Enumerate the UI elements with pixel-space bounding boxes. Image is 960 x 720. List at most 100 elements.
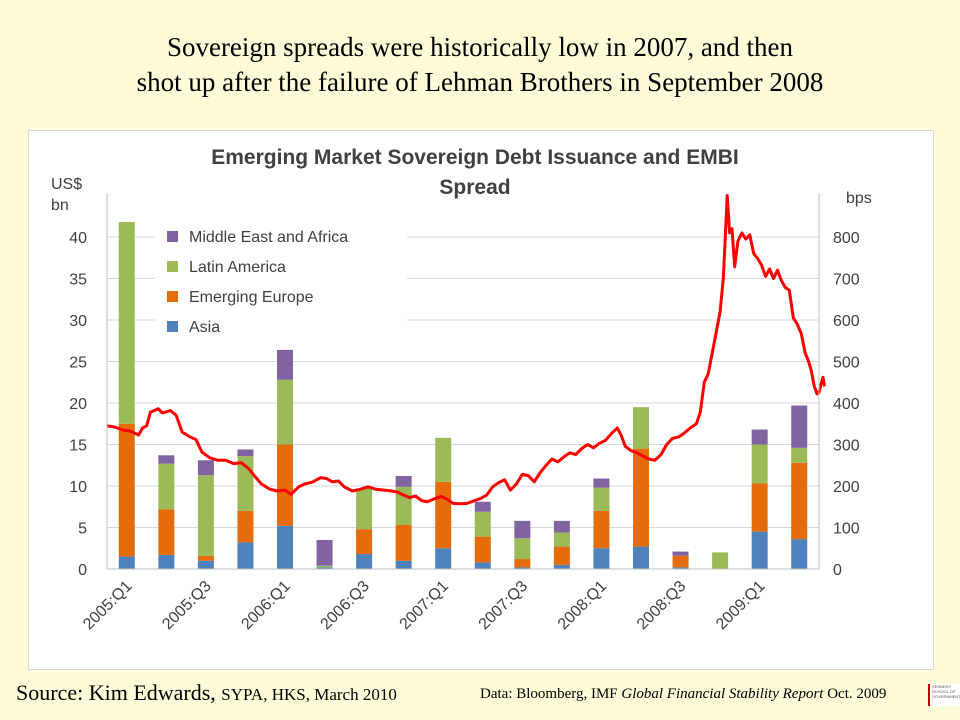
school-logo: KENNEDY SCHOOL OF GOVERNMENT xyxy=(928,684,960,706)
bar-segment xyxy=(356,554,373,569)
bar-segment xyxy=(553,546,570,565)
bar-segment xyxy=(316,567,333,569)
bar-segment xyxy=(474,562,491,569)
bar-segment xyxy=(672,555,689,568)
bar-segment xyxy=(751,429,768,445)
y-left-tick-label: 15 xyxy=(69,438,87,455)
bar-segment xyxy=(395,560,412,569)
bar-segment xyxy=(751,444,768,484)
bar-segment xyxy=(474,511,491,537)
chart-title-line-2: Spread xyxy=(439,176,510,199)
bar-segment xyxy=(474,501,491,512)
bar-segment xyxy=(553,532,570,547)
y-left-tick-label: 35 xyxy=(69,272,87,289)
bar-segment xyxy=(435,437,452,482)
bar-segment xyxy=(791,447,808,463)
bar-segment xyxy=(158,554,175,569)
bar-segment xyxy=(395,525,412,561)
bar-segment xyxy=(712,552,729,569)
bar-segment xyxy=(553,564,570,569)
data-credit-report: Global Financial Stability Report xyxy=(621,686,824,702)
bar-segment xyxy=(593,487,610,511)
legend-swatch xyxy=(167,261,178,272)
bar-segment xyxy=(633,546,649,569)
logo-text: KENNEDY SCHOOL OF GOVERNMENT xyxy=(932,684,960,699)
y-right-tick-label: 700 xyxy=(833,272,860,289)
chart-panel: Emerging Market Sovereign Debt Issuance … xyxy=(28,130,934,670)
bar-segment xyxy=(514,520,531,539)
bar-segment xyxy=(514,538,531,560)
y-right-tick-label: 200 xyxy=(833,479,860,496)
y-left-tick-label: 5 xyxy=(78,521,87,538)
legend-label: Latin America xyxy=(189,259,286,276)
bar-segment xyxy=(672,567,689,569)
bar-segment xyxy=(633,407,649,449)
bar-segment xyxy=(277,349,293,380)
legend-box xyxy=(155,219,407,337)
data-credit-prefix: Data: Bloomberg, IMF xyxy=(480,686,618,702)
bar-segment xyxy=(237,542,254,569)
bar-segment xyxy=(197,460,214,476)
bar-segment xyxy=(593,478,610,488)
y-left-tick-label: 25 xyxy=(69,355,87,372)
y-left-tick-label: 40 xyxy=(69,230,87,247)
y-left-tick-label: 10 xyxy=(69,479,87,496)
legend-swatch xyxy=(167,321,178,332)
bar-segment xyxy=(197,560,214,569)
x-tick-label: 2006:Q3 xyxy=(318,578,373,633)
bar-segment xyxy=(118,423,135,557)
bar-segment xyxy=(158,455,175,464)
bar-segment xyxy=(593,510,610,549)
slide-title-line-1: Sovereign spreads were historically low … xyxy=(166,32,794,62)
bar-segment xyxy=(277,525,293,569)
x-tick-label: 2005:Q3 xyxy=(159,578,214,633)
bar-segment xyxy=(791,405,808,448)
y-left-tick-label: 30 xyxy=(69,313,87,330)
bar-segment xyxy=(514,567,531,569)
data-credit-suffix: Oct. 2009 xyxy=(827,686,887,702)
x-tick-label: 2009:Q1 xyxy=(713,578,768,633)
y-right-tick-label: 800 xyxy=(833,230,860,247)
y-right-tick-label: 400 xyxy=(833,396,860,413)
legend-label: Asia xyxy=(189,319,220,336)
x-tick-label: 2008:Q3 xyxy=(634,578,689,633)
bar-segment xyxy=(633,448,649,547)
x-tick-label: 2005:Q1 xyxy=(80,578,135,633)
y-left-tick-label: 20 xyxy=(69,396,87,413)
bar-segment xyxy=(356,529,373,555)
y-right-label: bps xyxy=(846,190,872,207)
bar-segment xyxy=(197,555,214,561)
bar-segment xyxy=(197,475,214,556)
bar-segment xyxy=(118,222,135,424)
x-tick-label: 2006:Q1 xyxy=(238,578,293,633)
slide-title: Sovereign spreads were historically low … xyxy=(0,30,960,100)
bar-segment xyxy=(474,536,491,563)
y-right-tick-label: 600 xyxy=(833,313,860,330)
bar-segment xyxy=(751,531,768,569)
bar-segment xyxy=(435,548,452,569)
y-right-tick-label: 300 xyxy=(833,438,860,455)
bar-segment xyxy=(593,548,610,569)
bar-segment xyxy=(277,379,293,445)
bar-segment xyxy=(395,476,412,487)
bar-segment xyxy=(316,539,333,566)
bar-segment xyxy=(751,483,768,532)
bar-segment xyxy=(237,449,254,457)
bar-segment xyxy=(158,463,175,510)
bar-segment xyxy=(356,488,373,530)
chart-svg: Emerging Market Sovereign Debt Issuance … xyxy=(51,146,872,633)
spread-line xyxy=(106,194,826,506)
bar-segment xyxy=(553,520,570,533)
y-left-tick-label: 0 xyxy=(78,562,87,579)
y-right-tick-label: 500 xyxy=(833,355,860,372)
y-right-tick-label: 0 xyxy=(833,562,842,579)
bar-segment xyxy=(435,481,452,549)
bar-segment xyxy=(791,462,808,540)
source-note: Source: Kim Edwards, SYPA, HKS, March 20… xyxy=(16,680,397,706)
bar-segment xyxy=(237,510,254,543)
legend-swatch xyxy=(167,291,178,302)
bar-segment xyxy=(791,539,808,569)
slide-title-line-2: shot up after the failure of Lehman Brot… xyxy=(136,67,824,97)
legend-swatch xyxy=(167,231,178,242)
y-right-tick-label: 100 xyxy=(833,521,860,538)
